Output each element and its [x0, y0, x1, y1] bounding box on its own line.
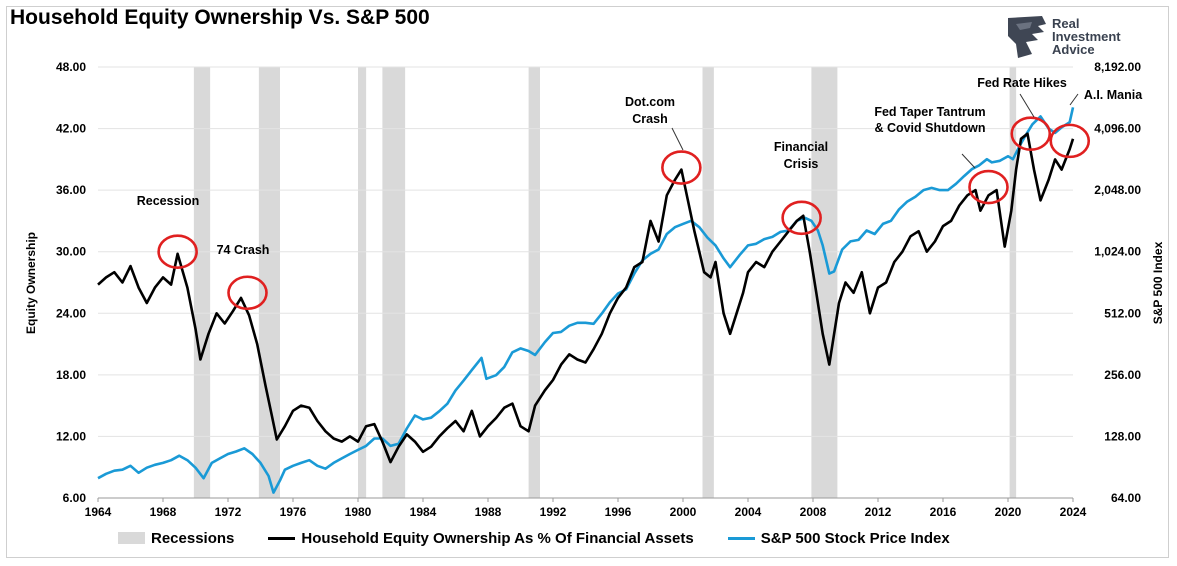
y-left-tick-label: 6.00: [63, 491, 87, 505]
x-tick-label: 2000: [670, 505, 697, 519]
chart-title: Household Equity Ownership Vs. S&P 500: [10, 6, 430, 29]
annotation-ai-mania: A.I. Mania: [1084, 88, 1143, 102]
x-tick-label: 1988: [475, 505, 502, 519]
annotation-financial-line1: Financial: [774, 140, 828, 154]
annotation-circle: [1049, 123, 1091, 159]
recession-band: [358, 67, 367, 498]
leader-line-taper: [961, 153, 976, 169]
annotation-dotcom-line1: Dot.com: [625, 95, 675, 109]
annotation-circle: [781, 200, 822, 236]
annotation-rate-hikes: Fed Rate Hikes: [977, 76, 1067, 90]
y-left-tick-label: 24.00: [56, 306, 86, 320]
x-tick-label: 2012: [865, 505, 892, 519]
annotation-financial-line2: Crisis: [784, 157, 819, 171]
y-left-tick-label: 12.00: [56, 429, 86, 443]
legend-label-recessions: Recessions: [151, 529, 235, 547]
leader-line-rate-hikes: [1019, 93, 1035, 118]
y-right-tick-label: 2,048.00: [1094, 183, 1141, 197]
recession-band: [193, 67, 211, 498]
leader-line-ai-mania: [1069, 93, 1079, 106]
recession-band: [258, 67, 280, 498]
recession-band: [702, 67, 714, 498]
y-left-tick-label: 48.00: [56, 60, 86, 74]
legend: Recessions Household Equity Ownership As…: [118, 528, 984, 548]
legend-swatch-recessions: [118, 532, 145, 544]
y-left-tick-label: 42.00: [56, 122, 86, 136]
recession-band: [528, 67, 540, 498]
grid-lines: [98, 66, 1073, 499]
recession-band: [382, 67, 406, 498]
y-right-ticks: 64.00 128.00 256.00 512.00 1,024.00 2,048.00 4…: [1094, 60, 1141, 505]
x-tick-label: 1968: [150, 505, 177, 519]
y-right-tick-label: 256.00: [1104, 368, 1141, 382]
logo-line: Investment: [1052, 29, 1121, 44]
y-right-tick-label: 8,192.00: [1094, 60, 1141, 74]
y-left-tick-label: 30.00: [56, 245, 86, 259]
x-tick-label: 1976: [280, 505, 307, 519]
annotation-taper-line1: Fed Taper Tantrum: [874, 105, 985, 119]
x-tick-label: 2024: [1060, 505, 1087, 519]
legend-label-sp500: S&P 500 Stock Price Index: [760, 529, 950, 547]
x-tick-label: 1972: [215, 505, 242, 519]
legend-swatch-household: [268, 536, 296, 540]
annotation-taper-line2: & Covid Shutdown: [874, 121, 985, 135]
legend-label-household: Household Equity Ownership As % Of Finan…: [301, 529, 694, 547]
y-right-tick-label: 4,096.00: [1094, 122, 1141, 136]
y-left-tick-label: 36.00: [56, 183, 86, 197]
annotation-circles: [157, 116, 1091, 311]
y-left-tick-label: 18.00: [56, 368, 86, 382]
y-right-axis-title: S&P 500 Index: [1151, 241, 1165, 324]
x-tick-label: 1992: [540, 505, 567, 519]
legend-item-household: Household Equity Ownership As % Of Finan…: [268, 529, 694, 547]
legend-item-sp500: S&P 500 Stock Price Index: [727, 529, 950, 547]
annotation-dotcom-line2: Crash: [632, 112, 667, 126]
x-tick-label: 1996: [605, 505, 632, 519]
series-line-household: [97, 132, 1075, 464]
x-tick-label: 2020: [995, 505, 1022, 519]
logo-line: Advice: [1052, 42, 1095, 57]
x-tick-label: 2008: [800, 505, 827, 519]
annotation-74-crash: 74 Crash: [217, 243, 270, 257]
logo-wordmark: Real Investment Advice: [1052, 17, 1121, 56]
y-left-axis-title: Equity Ownership: [24, 232, 38, 334]
eagle-icon: [1008, 16, 1046, 58]
y-left-ticks: 6.00 12.00 18.00 24.00 30.00 36.00 42.00 48.00: [56, 60, 86, 505]
x-tick-label: 2004: [735, 505, 762, 519]
legend-swatch-sp500: [727, 536, 755, 540]
y-right-tick-label: 64.00: [1111, 491, 1141, 505]
annotation-circle: [1010, 116, 1052, 152]
x-tick-label: 1984: [410, 505, 437, 519]
x-ticks: 1964 1968 1972 1976 1980 1984 1988 1992 1996 2000…: [85, 498, 1087, 519]
y-right-tick-label: 1,024.00: [1094, 245, 1141, 259]
legend-item-recessions: Recessions: [118, 530, 234, 547]
annotation-circle: [157, 234, 198, 270]
x-tick-label: 1980: [345, 505, 372, 519]
annotation-recession: Recession: [137, 194, 200, 208]
x-tick-label: 1964: [85, 505, 112, 519]
y-right-tick-label: 512.00: [1104, 306, 1141, 320]
annotation-circle: [227, 275, 268, 311]
annotation-circle: [661, 150, 702, 185]
leader-line-dotcom: [671, 127, 684, 151]
logo-line: Real: [1052, 16, 1080, 31]
x-tick-label: 2016: [930, 505, 957, 519]
chart-frame: [6, 6, 1169, 558]
series-line-sp500: [97, 107, 1075, 494]
recession-band: [1009, 67, 1017, 498]
annotation-circle: [968, 169, 1009, 205]
series-lines: [97, 107, 1075, 494]
y-right-tick-label: 128.00: [1104, 429, 1141, 443]
